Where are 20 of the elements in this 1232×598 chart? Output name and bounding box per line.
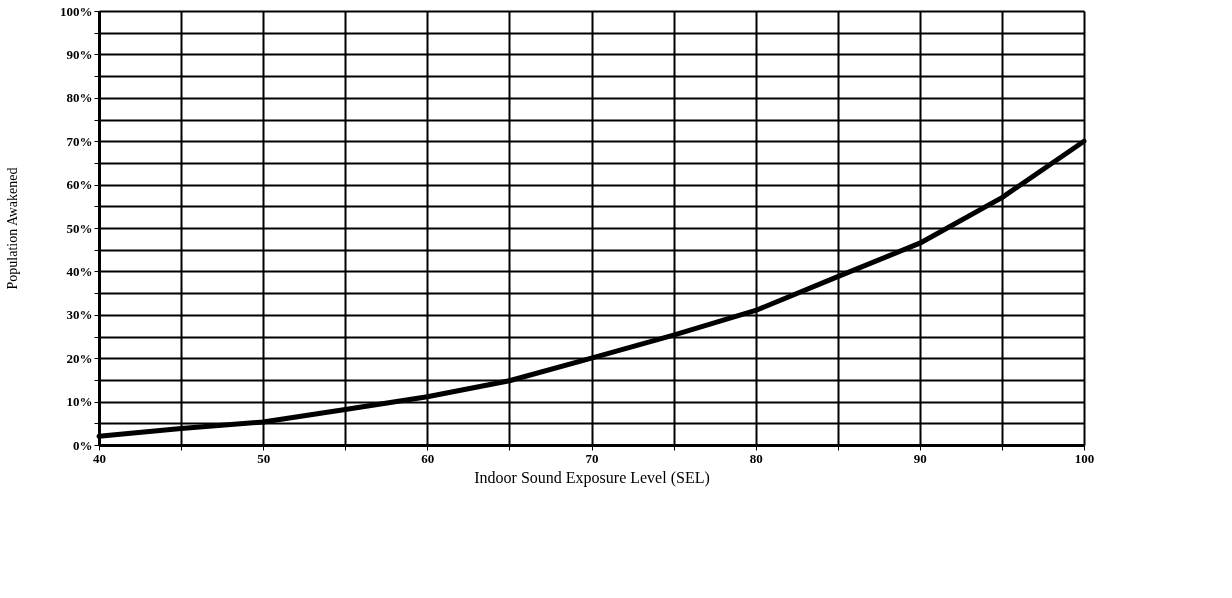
y-tick-label: 30% [66, 307, 93, 323]
y-axis-title: Population Awakened [5, 167, 20, 290]
y-tick-label: 90% [66, 46, 93, 62]
y-tick-label: 60% [66, 177, 93, 193]
x-tick-label: 70 [585, 450, 599, 466]
x-tick-label: 80 [749, 450, 763, 466]
x-tick-label: 100 [1074, 450, 1095, 466]
y-tick-label: 40% [66, 263, 93, 279]
y-tick-label: 10% [66, 394, 93, 410]
x-tick-label: 60 [421, 450, 435, 466]
y-tick-label: 100% [60, 3, 93, 19]
y-tick-label: 0% [73, 437, 93, 453]
x-tick-label: 90 [913, 450, 927, 466]
x-axis-title: Indoor Sound Exposure Level (SEL) [474, 468, 710, 487]
y-tick-label: 70% [66, 133, 93, 149]
x-tick-label: 40 [93, 450, 106, 466]
x-tick-label: 50 [257, 450, 271, 466]
y-tick-label: 50% [66, 220, 93, 236]
y-tick-label: 80% [66, 90, 93, 106]
y-tick-label: 20% [66, 350, 93, 366]
